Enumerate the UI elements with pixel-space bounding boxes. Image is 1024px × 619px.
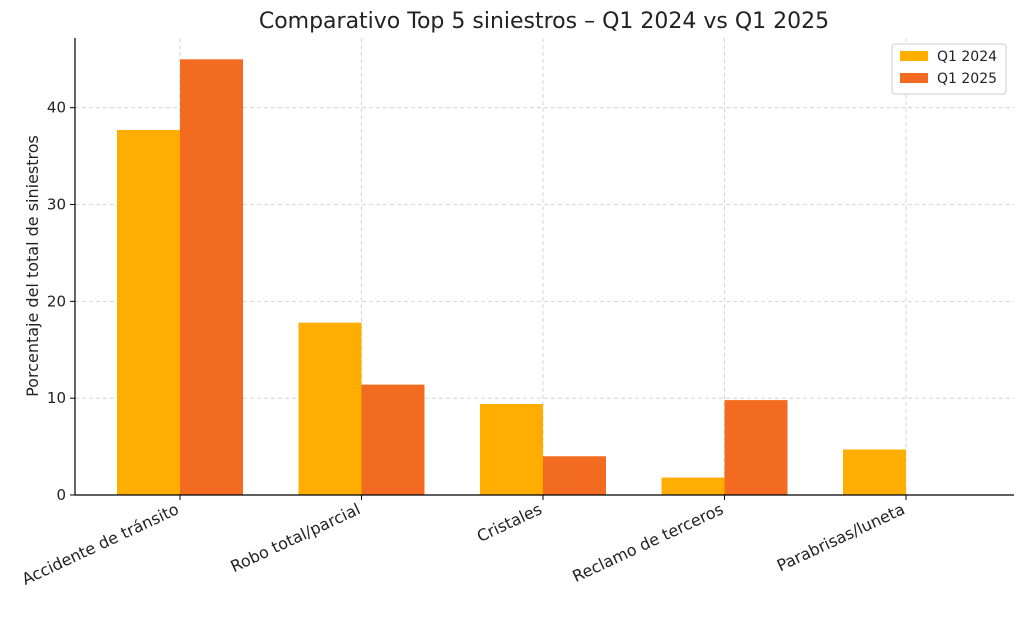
legend: Q1 2024 Q1 2025 <box>891 43 1007 95</box>
y-axis-label: Porcentaje del total de siniestros <box>23 135 42 397</box>
legend-swatch-q1-2024 <box>900 51 928 61</box>
legend-label-q1-2024: Q1 2024 <box>937 49 997 65</box>
axes <box>74 38 1014 496</box>
x-tick-label-accidente-de-transito: Accidente de tránsito <box>19 499 182 588</box>
x-tick-label-cristales: Cristales <box>474 499 545 545</box>
x-ticks: Accidente de tránsito Robo total/parcial C… <box>19 495 908 589</box>
x-tick-label-parabrisas-luneta: Parabrisas/luneta <box>774 499 908 575</box>
bar-q1-2025-cristales <box>543 456 606 495</box>
bar-q1-2024-accidente-de-transito <box>117 129 180 495</box>
legend-swatch-q1-2025 <box>900 73 928 83</box>
y-tick-label: 20 <box>47 292 66 310</box>
chart-title: Comparativo Top 5 siniestros – Q1 2024 v… <box>259 9 829 34</box>
y-tick-label: 40 <box>47 99 66 117</box>
x-tick-label-reclamo-de-terceros: Reclamo de terceros <box>569 499 726 586</box>
y-tick-label: 10 <box>47 389 66 407</box>
bar-q1-2024-cristales <box>480 403 543 495</box>
bar-q1-2025-accidente-de-transito <box>180 59 243 496</box>
y-ticks: 0 10 20 30 40 <box>47 99 75 504</box>
bar-q1-2024-robo-total-parcial <box>298 322 362 495</box>
bar-q1-2024-parabrisas-luneta <box>843 449 906 495</box>
legend-label-q1-2025: Q1 2025 <box>937 71 997 87</box>
y-tick-label: 30 <box>47 196 66 214</box>
bars <box>117 59 906 496</box>
y-tick-label: 0 <box>56 486 66 504</box>
bar-q1-2025-robo-total-parcial <box>361 384 425 495</box>
bar-q1-2024-reclamo-de-terceros <box>661 477 725 495</box>
x-tick-label-robo-total-parcial: Robo total/parcial <box>227 499 363 576</box>
bar-q1-2025-reclamo-de-terceros <box>724 400 788 495</box>
